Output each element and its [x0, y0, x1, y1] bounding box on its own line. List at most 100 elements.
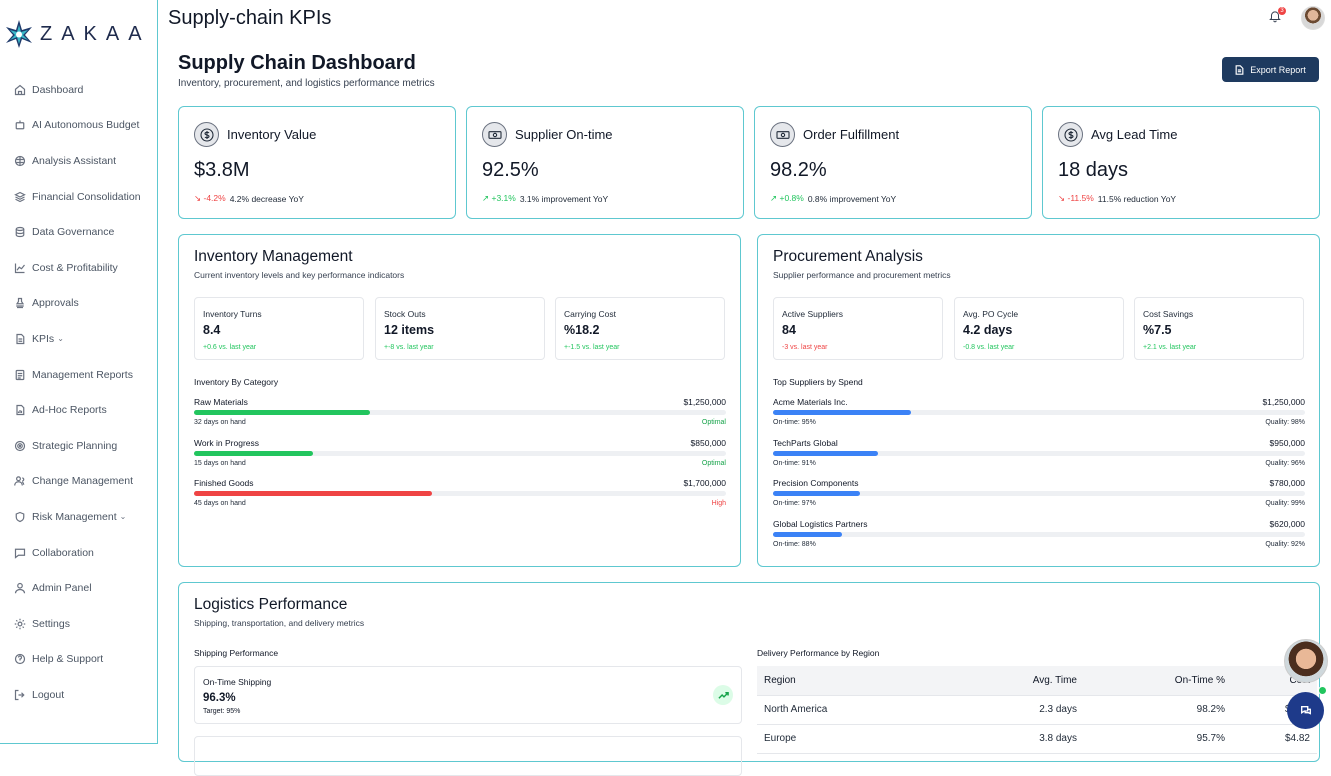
metric-card-avg-po-cycle: Avg. PO Cycle 4.2 days -0.8 vs. last yea… — [954, 297, 1124, 360]
supplier-quality: Quality: 92% — [1265, 540, 1305, 548]
sidebar-item-change-management[interactable]: Change Management — [0, 464, 156, 500]
sidebar-item-kpis[interactable]: KPIs ⌄ — [0, 321, 156, 357]
kpi-card-inventory-value: Inventory Value $3.8M ↘ -4.2% 4.2% decre… — [178, 106, 456, 219]
column-header[interactable]: Avg. Time — [904, 666, 1084, 696]
metric-delta: -0.8 vs. last year — [963, 344, 1015, 351]
supplier-quality: Quality: 99% — [1265, 500, 1305, 507]
home-icon — [14, 84, 26, 96]
sidebar-item-label: Financial Consolidation — [32, 190, 141, 203]
gear-icon — [14, 618, 26, 630]
sidebar-item-logout[interactable]: Logout — [0, 677, 156, 713]
sidebar-item-label: Dashboard — [32, 83, 84, 96]
metric-label: Avg. PO Cycle — [963, 309, 1019, 319]
sidebar-item-ad-hoc-reports[interactable]: Ad-Hoc Reports — [0, 392, 156, 428]
sidebar-item-approvals[interactable]: Approvals — [0, 286, 156, 322]
chevron-down-icon: ⌄ — [57, 334, 64, 344]
dashboard-subtitle: Inventory, procurement, and logistics pe… — [178, 78, 435, 89]
category-days: 32 days on hand — [194, 419, 246, 426]
dollar-circle-icon — [1058, 122, 1083, 147]
panel-subtitle: Shipping, transportation, and delivery m… — [194, 618, 365, 628]
metric-label: Cost Savings — [1143, 309, 1194, 319]
brain-icon — [14, 155, 26, 167]
kpi-delta-note: 3.1% improvement YoY — [519, 193, 609, 204]
metric-label: Carrying Cost — [564, 309, 616, 319]
supplier-bar-track — [773, 450, 1305, 456]
category-amount: $850,000 — [690, 437, 726, 448]
metric-value: 8.4 — [203, 323, 221, 337]
sidebar-item-ai-autonomous-budget[interactable]: AI Autonomous Budget — [0, 108, 156, 144]
metric-label: Stock Outs — [384, 309, 426, 319]
category-status: Optimal — [701, 459, 726, 467]
sidebar-item-analysis-assistant[interactable]: Analysis Assistant — [0, 143, 156, 179]
column-header[interactable]: On-Time % — [1084, 666, 1232, 696]
chat-bubble-icon — [1300, 705, 1311, 715]
bell-icon — [1269, 11, 1281, 23]
banknote-icon — [482, 122, 507, 147]
sidebar-item-financial-consolidation[interactable]: Financial Consolidation — [0, 179, 156, 215]
notification-bell[interactable]: 3 — [1268, 7, 1286, 25]
category-name: Raw Materials — [194, 397, 248, 407]
shield-icon — [14, 511, 26, 523]
metric-delta: +0.6 vs. last year — [203, 344, 257, 351]
category-bar-track — [194, 450, 726, 456]
stamp-icon — [14, 297, 26, 309]
category-row: Finished Goods $1,700,000 45 days on han… — [194, 478, 726, 516]
online-status-dot — [1318, 686, 1327, 695]
procurement-analysis-panel: Procurement Analysis Supplier performanc… — [757, 234, 1320, 567]
assistant-avatar[interactable] — [1284, 639, 1328, 683]
category-days: 45 days on hand — [194, 500, 246, 507]
metric-value: 84 — [782, 323, 796, 337]
robot-icon — [14, 119, 26, 131]
sidebar-item-cost-profitability[interactable]: Cost & Profitability — [0, 250, 156, 286]
logo[interactable]: ZAKAA — [4, 18, 151, 50]
supplier-name: Global Logistics Partners — [773, 518, 868, 529]
sidebar-item-management-reports[interactable]: Management Reports — [0, 357, 156, 393]
supplier-row: Global Logistics Partners $620,000 On-ti… — [773, 519, 1305, 557]
kpi-title: Order Fulfillment — [803, 127, 900, 142]
sidebar-item-risk-management[interactable]: Risk Management ⌄ — [0, 499, 156, 535]
kpi-delta: ↘ -11.5% 11.5% reduction YoY — [1058, 193, 1176, 204]
sidebar-item-label: Strategic Planning — [32, 439, 118, 452]
category-status: High — [711, 500, 726, 507]
sidebar-item-help-support[interactable]: Help & Support — [0, 642, 156, 678]
kpi-delta-note: 11.5% reduction YoY — [1097, 193, 1177, 204]
sidebar-item-dashboard[interactable]: Dashboard — [0, 72, 156, 108]
column-header[interactable]: Region — [757, 666, 904, 696]
metric-delta: +2.1 vs. last year — [1143, 344, 1197, 351]
dashboard-title: Supply Chain Dashboard — [178, 52, 416, 74]
sidebar-item-collaboration[interactable]: Collaboration — [0, 535, 156, 571]
user-avatar[interactable] — [1301, 6, 1325, 30]
sidebar-item-settings[interactable]: Settings — [0, 606, 156, 642]
sidebar-item-label: KPIs — [32, 332, 55, 345]
delivery-region-label: Delivery Performance by Region — [757, 648, 880, 658]
sidebar-item-label: Ad-Hoc Reports — [32, 404, 107, 417]
sidebar-item-data-governance[interactable]: Data Governance — [0, 214, 156, 250]
supplier-ontime: On-time: 88% — [773, 540, 816, 548]
sidebar-item-admin-panel[interactable]: Admin Panel — [0, 570, 156, 606]
supplier-row: Acme Materials Inc. $1,250,000 On-time: … — [773, 397, 1305, 435]
supplier-ontime: On-time: 91% — [773, 459, 816, 467]
category-row: Raw Materials $1,250,000 32 days on hand… — [194, 397, 726, 435]
target-icon — [14, 440, 26, 452]
logo-text: ZAKAA — [40, 22, 151, 45]
delivery-region-section: Delivery Performance by Region Region Avg… — [757, 583, 1317, 763]
chat-button[interactable] — [1287, 692, 1324, 729]
kpi-delta-percent: ↘ -11.5% — [1058, 193, 1094, 203]
supplier-amount: $620,000 — [1269, 518, 1305, 529]
panel-subtitle: Supplier performance and procurement met… — [773, 270, 951, 280]
export-report-button[interactable]: Export Report — [1222, 57, 1319, 82]
table-cell: 2.3 days — [904, 695, 1084, 725]
kpi-delta-note: 0.8% improvement YoY — [807, 193, 897, 204]
kpi-delta: ↗ +3.1% 3.1% improvement YoY — [482, 193, 608, 204]
supplier-quality: Quality: 96% — [1265, 459, 1305, 467]
kpi-value: $3.8M — [194, 159, 250, 181]
sidebar-item-strategic-planning[interactable]: Strategic Planning — [0, 428, 156, 464]
supplier-ontime: On-time: 95% — [773, 419, 816, 426]
table-row: Europe 3.8 days 95.7% $4.82 — [757, 724, 1317, 754]
sidebar-item-label: Approvals — [32, 297, 79, 310]
supplier-amount: $1,250,000 — [1262, 397, 1305, 407]
supplier-amount: $780,000 — [1269, 478, 1305, 488]
shipping-metric-value: 96.3% — [203, 692, 236, 704]
metric-delta: -3 vs. last year — [782, 344, 828, 351]
kpi-delta-percent: ↘ -4.2% — [194, 193, 226, 203]
